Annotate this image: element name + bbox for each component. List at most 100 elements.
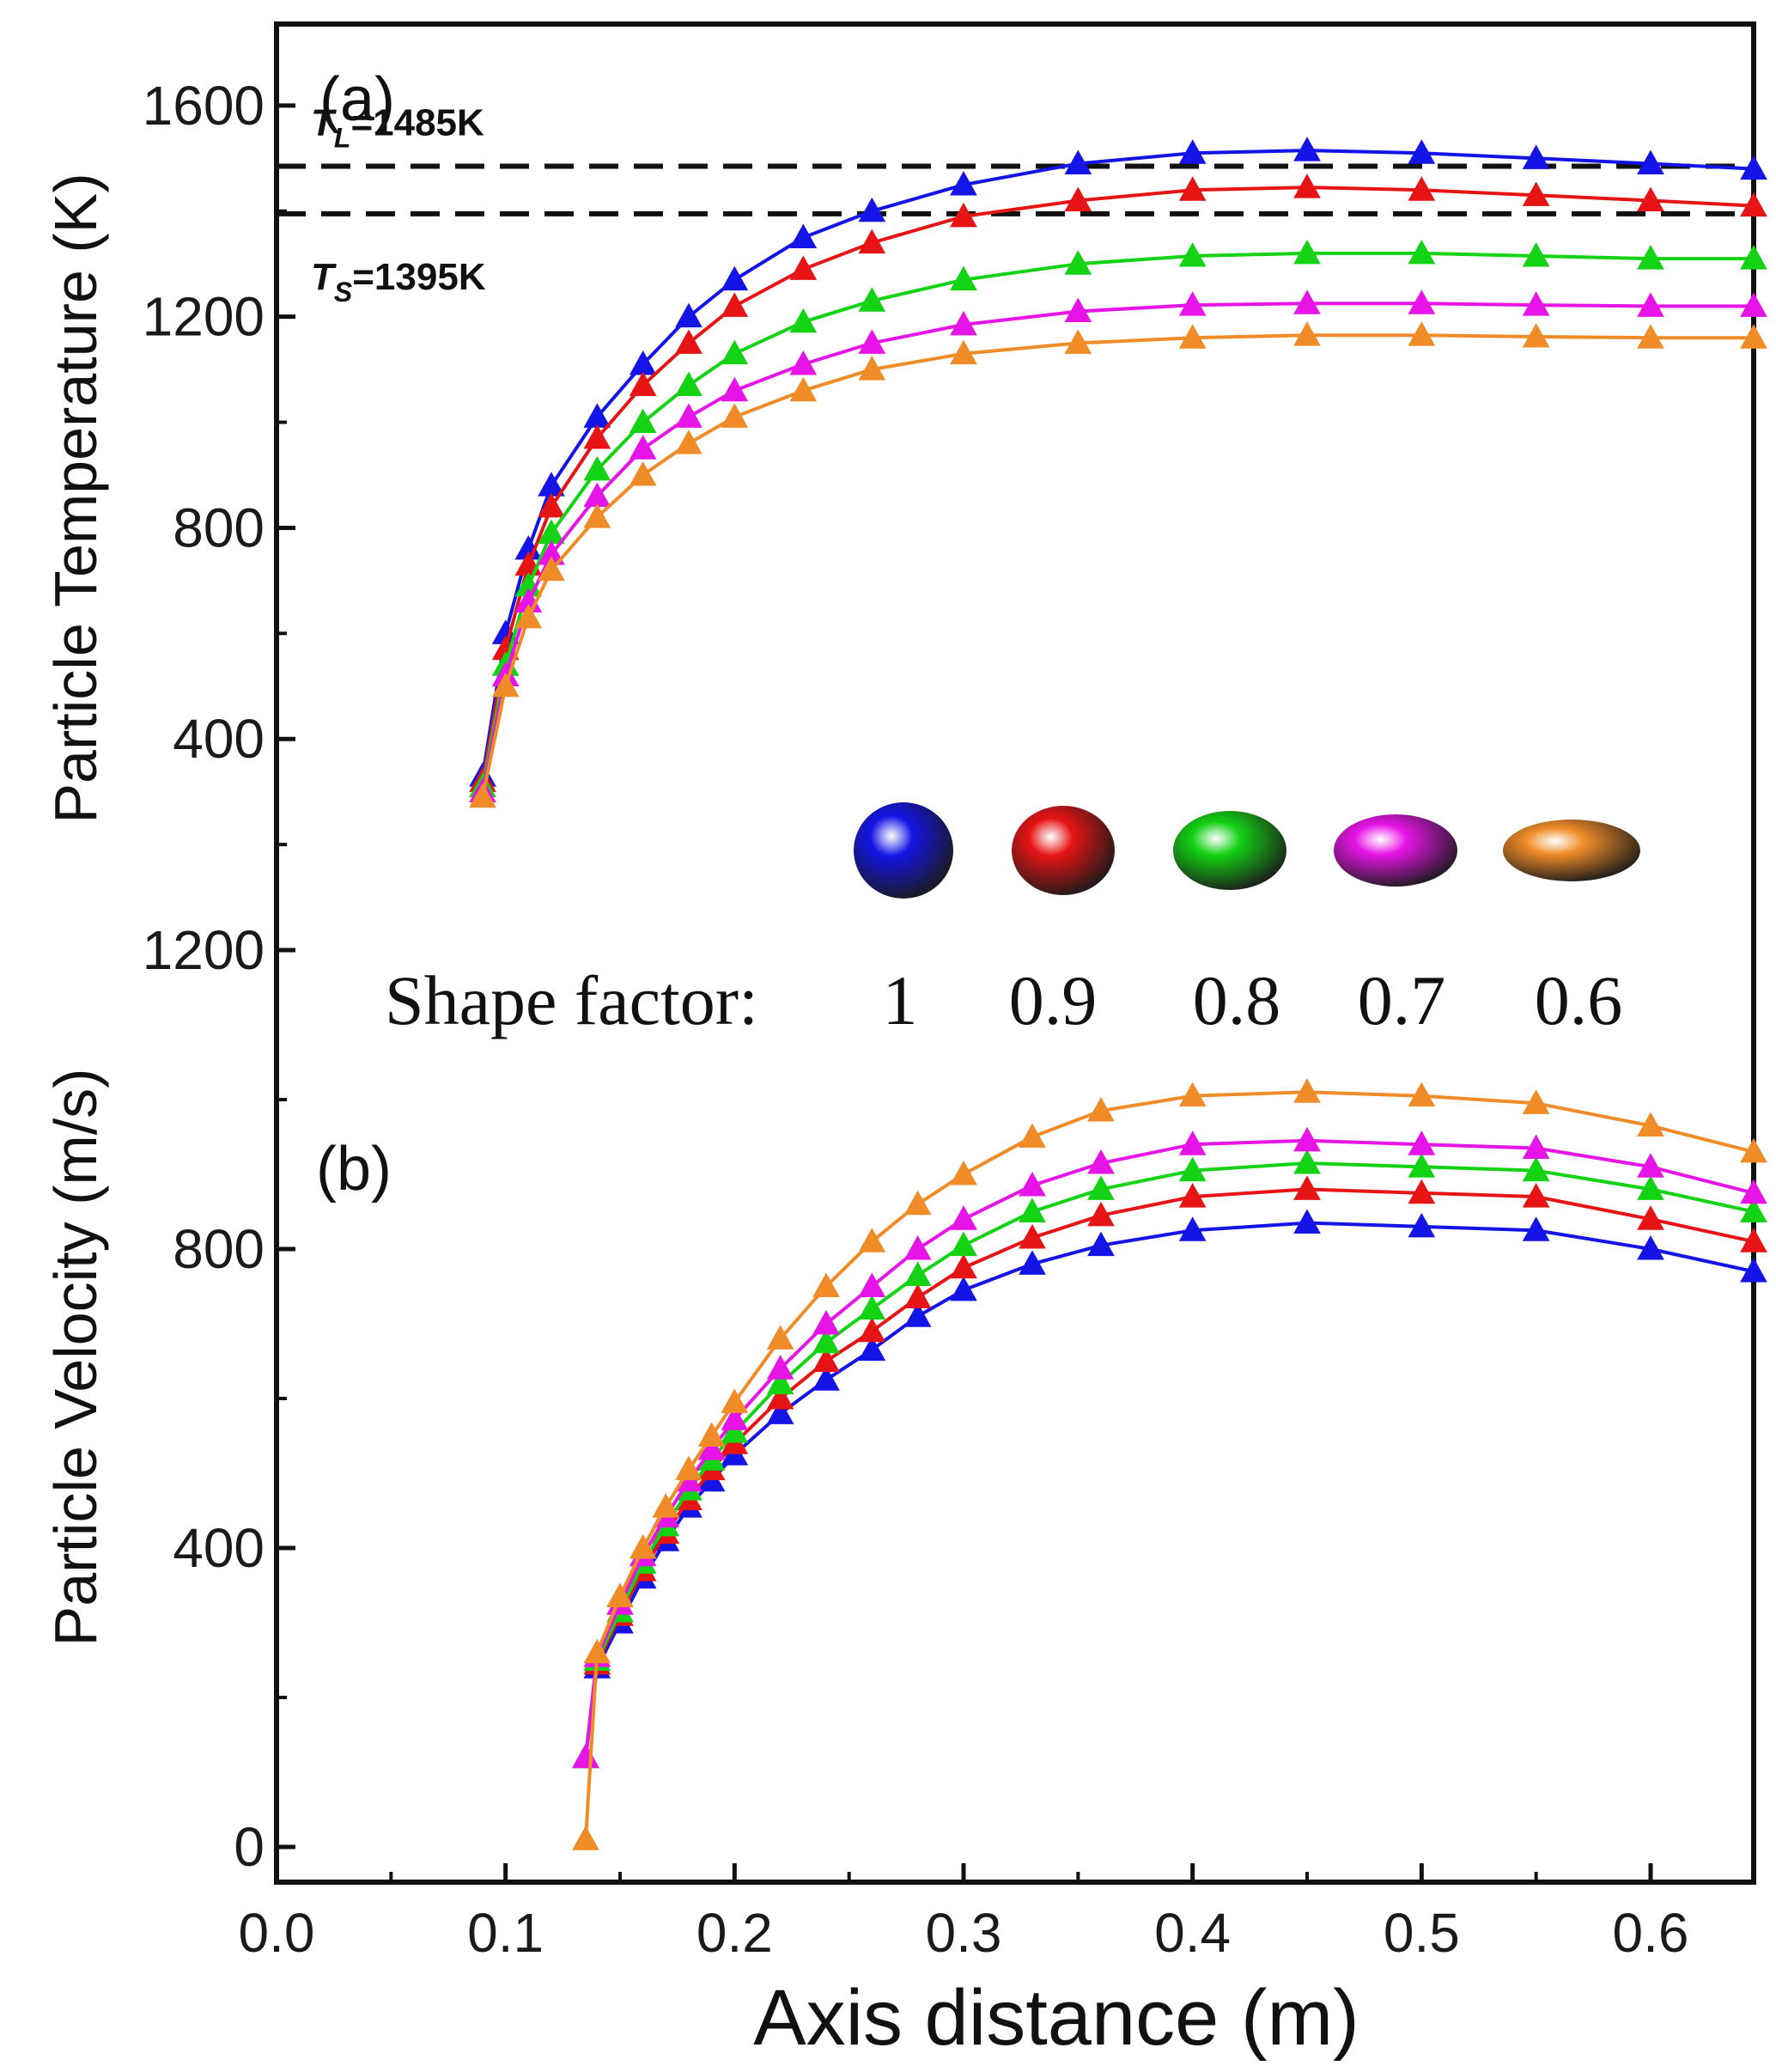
temperature-point [1064, 149, 1092, 174]
temperature-point [1740, 192, 1767, 217]
legend-value-0.8: 0.8 [1193, 961, 1281, 1039]
temperature-point [1293, 321, 1321, 346]
velocity-point [1637, 1153, 1664, 1178]
velocity-point [1178, 1156, 1207, 1182]
temperature-point [721, 292, 749, 317]
velocity-point [858, 1272, 886, 1297]
legend-value-1: 1 [883, 961, 918, 1039]
temperature-axis-title: Particle Temperature (K) [42, 173, 109, 823]
velocity-y-axis: 0 400 800 1200 [143, 919, 295, 1878]
velocity-ytick-label: 0 [234, 1816, 265, 1878]
temperature-point [1522, 291, 1550, 316]
velocity-point [1408, 1082, 1436, 1107]
panel-velocity: 0 400 800 1200 (b) Particle Velocity (m/s) [42, 919, 1767, 1878]
legend-value-0.9: 0.9 [1009, 961, 1098, 1039]
temperature-point [583, 455, 611, 481]
velocity-point [812, 1347, 840, 1372]
x-tick-label: 0.3 [926, 1902, 1002, 1964]
velocity-point [950, 1160, 977, 1185]
velocity-axis-title: Particle Velocity (m/s) [42, 1069, 109, 1647]
velocity-point [1522, 1183, 1550, 1208]
velocity-point [1178, 1130, 1207, 1155]
velocity-point [858, 1317, 886, 1343]
velocity-point [1087, 1097, 1115, 1122]
velocity-point [766, 1399, 794, 1424]
temperature-point [1740, 245, 1767, 270]
temperature-point [583, 424, 611, 449]
temperature-point [1064, 329, 1092, 354]
temperature-point [1293, 137, 1321, 161]
temperature-series-0.6 [469, 321, 1767, 808]
legend-particle-0.6 [1503, 820, 1640, 881]
temperature-point [675, 302, 702, 328]
temperature-point [721, 339, 749, 365]
velocity-point [1087, 1231, 1115, 1257]
temperature-ytick-label: 0 [234, 919, 265, 981]
temperature-point [1178, 176, 1207, 201]
temperature-point [789, 255, 818, 280]
velocity-point [1293, 1175, 1321, 1200]
temperature-point [1637, 149, 1664, 174]
temperature-point [950, 171, 977, 196]
velocity-point [1019, 1172, 1046, 1197]
velocity-point [675, 1455, 702, 1481]
velocity-point [766, 1325, 794, 1350]
temperature-point [1408, 139, 1436, 164]
temperature-point [858, 287, 886, 312]
temperature-point [1293, 239, 1321, 265]
temperature-point [1408, 321, 1436, 346]
velocity-point [1087, 1201, 1115, 1227]
temperature-point [789, 308, 818, 333]
velocity-point [1178, 1082, 1207, 1107]
temperature-point [721, 376, 749, 402]
velocity-point [1740, 1228, 1767, 1252]
velocity-point [572, 1825, 599, 1850]
temperature-point [629, 435, 657, 460]
velocity-ytick-label: 800 [173, 1218, 265, 1280]
temperature-point [675, 329, 702, 354]
temperature-point [675, 403, 702, 428]
velocity-point [1293, 1209, 1321, 1234]
temperature-point [950, 202, 977, 228]
velocity-point [697, 1422, 726, 1447]
velocity-point [858, 1295, 886, 1320]
velocity-point [1740, 1179, 1767, 1204]
velocity-point [1019, 1123, 1046, 1148]
temperature-point [1637, 324, 1664, 349]
velocity-point [903, 1234, 932, 1260]
temperature-point [1293, 289, 1321, 314]
temperature-point [1740, 324, 1767, 349]
velocity-point [1293, 1149, 1321, 1174]
velocity-point [1087, 1175, 1115, 1200]
velocity-ytick-label: 1200 [143, 919, 265, 981]
temperature-y-axis: 0 400 800 1200 1600 [143, 75, 295, 981]
temperature-point [538, 556, 565, 582]
temperature-point [514, 603, 543, 629]
x-tick-label: 0.1 [467, 1902, 544, 1964]
temperature-point [1064, 186, 1092, 211]
temperature-series-0.7 [469, 289, 1767, 803]
temperature-point [629, 371, 657, 397]
temperature-point [1178, 291, 1207, 316]
temperature-point [1637, 245, 1664, 270]
velocity-series-0.6 [572, 1078, 1767, 1850]
velocity-point [903, 1283, 932, 1309]
temperature-point [858, 329, 886, 354]
velocity-ytick-label: 400 [173, 1517, 265, 1579]
velocity-point [812, 1366, 840, 1391]
velocity-point [1408, 1130, 1436, 1155]
velocity-point [766, 1355, 794, 1380]
velocity-point [1740, 1258, 1767, 1283]
velocity-point [721, 1388, 749, 1413]
panel-temperature: 0 400 800 1200 1600 TL=1485K TS=1395K (a) Par… [42, 65, 1767, 981]
velocity-point [1522, 1216, 1550, 1241]
velocity-point [858, 1336, 886, 1361]
panel-b-label: (b) [316, 1135, 392, 1204]
x-tick-label: 0.4 [1154, 1902, 1231, 1964]
velocity-point [1522, 1089, 1550, 1114]
temperature-point [1522, 241, 1550, 267]
temperature-point [675, 430, 702, 454]
plot-frame [274, 21, 1756, 1885]
temperature-point [583, 503, 611, 528]
legend-particle-0.7 [1334, 814, 1457, 887]
